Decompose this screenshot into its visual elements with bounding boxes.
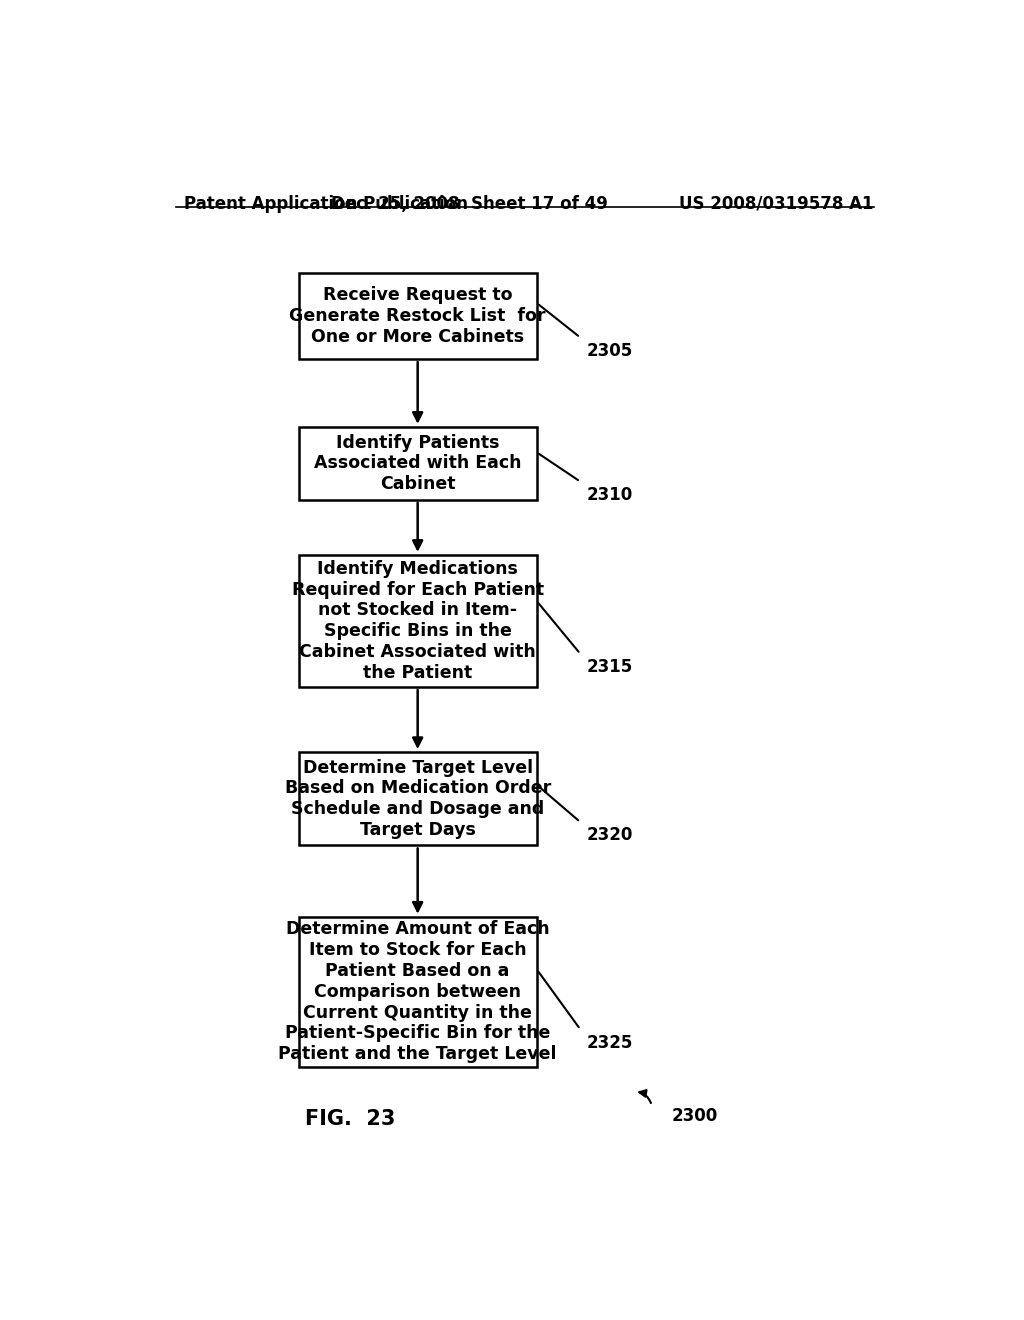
Text: 2320: 2320	[587, 826, 633, 845]
Text: 2325: 2325	[587, 1034, 633, 1052]
Text: Identify Medications
Required for Each Patient
not Stocked in Item-
Specific Bin: Identify Medications Required for Each P…	[292, 560, 544, 682]
Bar	[299, 752, 537, 846]
Text: 2310: 2310	[587, 486, 633, 504]
Text: Determine Amount of Each
Item to Stock for Each
Patient Based on a
Comparison be: Determine Amount of Each Item to Stock f…	[279, 920, 557, 1063]
Text: Identify Patients
Associated with Each
Cabinet: Identify Patients Associated with Each C…	[314, 433, 521, 494]
Bar	[299, 554, 537, 686]
Text: Determine Target Level
Based on Medication Order
Schedule and Dosage and
Target : Determine Target Level Based on Medicati…	[285, 759, 551, 840]
Text: US 2008/0319578 A1: US 2008/0319578 A1	[680, 195, 873, 213]
Bar	[299, 273, 537, 359]
Text: 2305: 2305	[587, 342, 633, 359]
Text: Receive Request to
Generate Restock List  for
One or More Cabinets: Receive Request to Generate Restock List…	[290, 286, 546, 346]
Text: Patent Application Publication: Patent Application Publication	[183, 195, 468, 213]
Text: FIG.  23: FIG. 23	[305, 1109, 395, 1129]
Bar	[299, 916, 537, 1067]
Text: 2315: 2315	[587, 657, 633, 676]
Bar	[299, 426, 537, 500]
Text: 2300: 2300	[672, 1107, 718, 1125]
Text: Dec. 25, 2008  Sheet 17 of 49: Dec. 25, 2008 Sheet 17 of 49	[331, 195, 607, 213]
